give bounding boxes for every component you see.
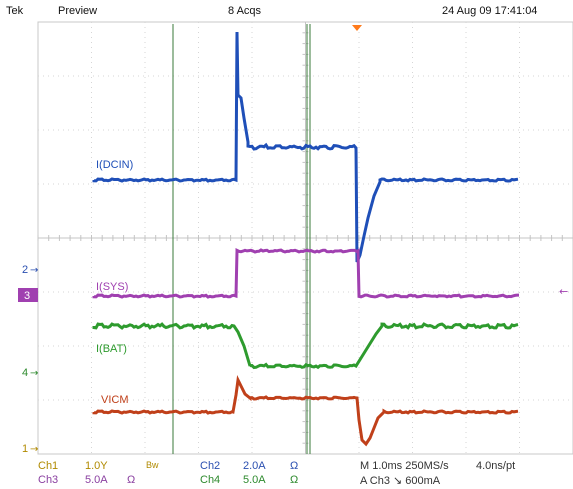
resolution-readout: 4.0ns/pt [476,460,516,472]
trace-isys [92,247,519,299]
ch4-label[interactable]: Ch4 [200,474,221,486]
trigger-level-icon[interactable]: ← [559,285,568,298]
trace-label-ibat: I(BAT) [96,343,127,355]
channel3-marker[interactable]: 3 [18,288,38,302]
ch4-scale: 5.0A [243,474,266,486]
channel1-marker[interactable]: 1 → [22,443,38,455]
trace-vicm [92,374,519,447]
footer-row-1: Ch1 1.0Y Bw Ch2 2.0A Ω M 1.0ms 250MS/s 4… [0,460,573,474]
ch2-impedance: Ω [290,460,299,472]
svg-text:4: 4 [22,367,28,379]
ch2-scale: 2.0A [243,460,266,472]
ch3-impedance: Ω [127,474,136,486]
trace-ibat [92,322,519,370]
trigger-position-icon[interactable] [352,25,362,31]
trace-label-isys: I(SYS) [96,281,128,293]
acquisition-count: 8 Acqs [228,5,262,17]
svg-text:3: 3 [24,290,30,302]
arrow-right-icon: → [30,444,38,455]
arrow-right-icon: → [30,368,38,379]
trace-label-vicm: VICM [101,394,129,406]
acquisition-mode: Preview [58,5,98,17]
arrow-right-icon: → [30,265,38,276]
svg-text:1: 1 [22,443,28,455]
brand-label: Tek [6,5,24,17]
status-header: Tek Preview 8 Acqs 24 Aug 09 17:41:04 [0,0,573,22]
bandwidth-limit-icon: Bw [146,460,159,470]
trigger-readout[interactable]: A Ch3 ↘ 600mA [360,475,441,487]
channel2-marker[interactable]: 2 → [22,264,38,276]
footer-row-2: Ch3 5.0A Ω Ch4 5.0A Ω A Ch3 ↘ 600mA [0,474,573,488]
ch1-label[interactable]: Ch1 [38,460,59,472]
ch4-impedance: Ω [290,474,299,486]
trace-idcin [92,31,519,263]
ch2-label[interactable]: Ch2 [200,460,221,472]
ch1-scale: 1.0Y [85,460,108,472]
ch3-scale: 5.0A [85,474,108,486]
timebase-readout[interactable]: M 1.0ms 250MS/s [360,460,449,472]
datetime: 24 Aug 09 17:41:04 [442,5,538,17]
ch3-label[interactable]: Ch3 [38,474,59,486]
svg-text:2: 2 [22,264,28,276]
channel4-marker[interactable]: 4 → [22,367,38,379]
graticule-grid [37,21,573,454]
trace-label-idcin: I(DCIN) [96,159,133,171]
